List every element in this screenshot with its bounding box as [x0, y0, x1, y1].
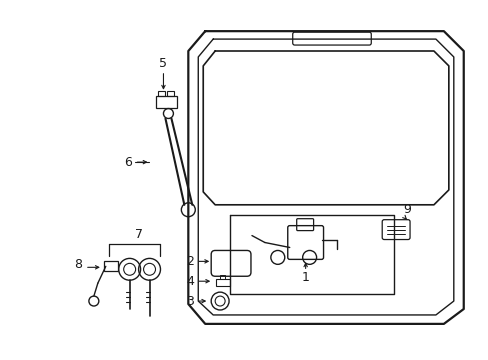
Text: 2: 2 — [186, 255, 194, 268]
Bar — [158, 91, 165, 96]
Bar — [216, 279, 230, 286]
Text: 3: 3 — [186, 294, 194, 307]
Bar — [103, 261, 118, 271]
Text: 6: 6 — [123, 156, 131, 168]
Bar — [220, 275, 224, 279]
Text: 8: 8 — [74, 258, 82, 271]
Text: 9: 9 — [402, 203, 410, 216]
Bar — [167, 91, 174, 96]
Bar — [155, 96, 177, 108]
Text: 5: 5 — [159, 57, 167, 71]
Text: 1: 1 — [301, 271, 309, 284]
Text: 4: 4 — [186, 275, 194, 288]
Text: 7: 7 — [134, 228, 142, 241]
